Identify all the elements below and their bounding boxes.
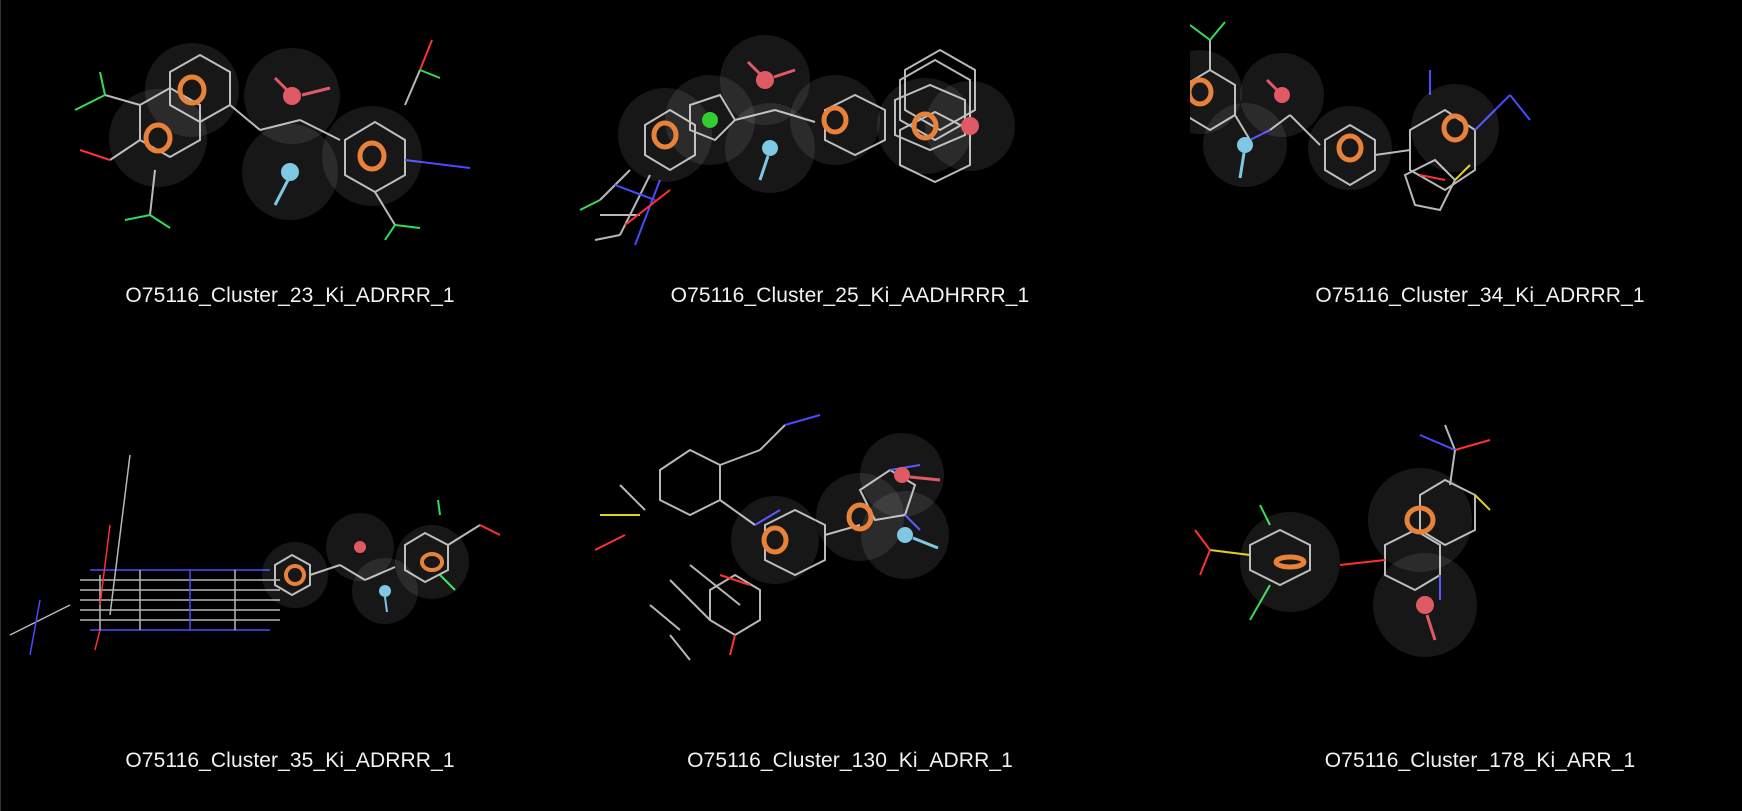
left-border [0, 0, 1, 811]
panel-title: O75116_Cluster_178_Ki_ARR_1 [1324, 749, 1636, 772]
molecule-view-1 [74, 39, 471, 241]
panel-title: O75116_Cluster_130_Ki_ADRR_1 [687, 749, 1013, 772]
pharmacophore-panel-1[interactable]: O75116_Cluster_23_Ki_ADRRR_1 [0, 0, 580, 405]
pharmacophore-panel-2[interactable]: O75116_Cluster_25_Ki_AADHRRR_1 [560, 0, 1140, 405]
molecule-view-6 [1194, 424, 1491, 657]
molecule-view-3 [1190, 21, 1531, 212]
pharmacophore-panel-4[interactable]: O75116_Cluster_35_Ki_ADRRR_1 [0, 405, 580, 810]
panel-title: O75116_Cluster_23_Ki_ADRRR_1 [125, 284, 455, 307]
molecule-view-4 [9, 454, 501, 656]
molecule-view-2 [579, 35, 1015, 246]
pharmacophore-panel-5[interactable]: O75116_Cluster_130_Ki_ADRR_1 [560, 405, 1140, 810]
panel-title: O75116_Cluster_25_Ki_AADHRRR_1 [670, 284, 1030, 307]
panel-title: O75116_Cluster_34_Ki_ADRRR_1 [1315, 284, 1645, 307]
molecule-view-5 [594, 414, 949, 661]
pharmacophore-panel-6[interactable]: O75116_Cluster_178_Ki_ARR_1 [1190, 405, 1742, 810]
panel-title: O75116_Cluster_35_Ki_ADRRR_1 [125, 749, 455, 772]
pharmacophore-panel-3[interactable]: O75116_Cluster_34_Ki_ADRRR_1 [1190, 0, 1742, 405]
